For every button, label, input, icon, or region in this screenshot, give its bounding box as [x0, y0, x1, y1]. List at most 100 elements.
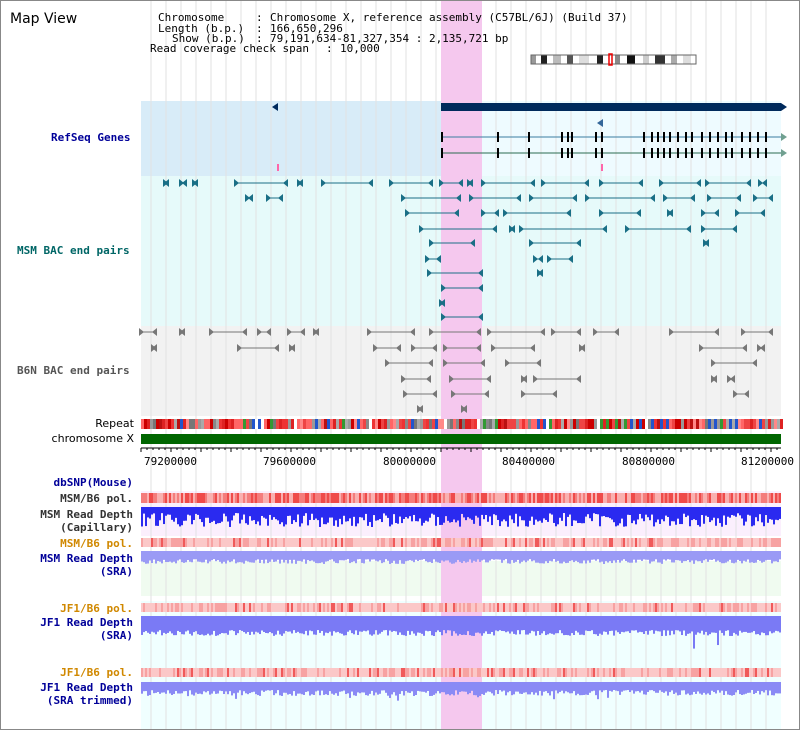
jf1-b6-polymorphism [305, 603, 307, 612]
msm-read-depth-capillary [315, 507, 317, 519]
track-label-refseq-genes[interactable]: RefSeq Genes [51, 131, 131, 144]
msm-read-depth-capillary [221, 507, 223, 522]
track-label-msm-bac[interactable]: MSM BAC end pairs [17, 244, 130, 257]
msm-read-depth-capillary [401, 507, 403, 524]
msm-b6-polymorphism [477, 493, 479, 503]
jf1-b6-polymorphism [303, 603, 305, 612]
msm-b6-polymorphism [701, 493, 703, 503]
msm-read-depth-sra [367, 551, 369, 560]
msm-b6-polymorphism [281, 493, 283, 503]
track-label-jf1-b6-pol[interactable]: JF1/B6 pol. [60, 602, 133, 615]
msm-read-depth-capillary [603, 507, 605, 517]
track-label-repeat[interactable]: Repeat [95, 417, 134, 430]
msm-read-depth-sra [565, 551, 567, 564]
msm-read-depth-sra [467, 551, 469, 562]
repeat-segment [411, 419, 414, 429]
repeat-segment [219, 419, 222, 429]
bac-end-marker [732, 225, 737, 233]
bac-end-marker [283, 179, 288, 187]
jf1-b6-polymorphism-trimmed [411, 668, 413, 677]
track-label-jf1-b6-pol-2[interactable]: JF1/B6 pol. [60, 666, 133, 679]
msm-read-depth-sra [265, 551, 267, 560]
msm-b6-polymorphism-sra [287, 538, 289, 547]
jf1-b6-polymorphism [265, 603, 267, 612]
track-label-dbsnp[interactable]: dbSNP(Mouse) [53, 476, 133, 489]
msm-read-depth-sra [261, 551, 263, 560]
jf1-read-depth-sra [407, 616, 409, 631]
msm-b6-polymorphism [381, 493, 383, 503]
msm-b6-polymorphism [713, 493, 715, 503]
repeat-segment [471, 419, 474, 429]
msm-read-depth-sra [447, 551, 449, 561]
jf1-read-depth-trimmed [761, 682, 763, 692]
track-label-chromosome[interactable]: chromosome X [51, 432, 134, 445]
msm-b6-polymorphism-sra [751, 538, 753, 547]
track-label-msm-depth-sra[interactable]: MSM Read Depth [40, 552, 133, 565]
jf1-read-depth-sra [353, 616, 355, 635]
jf1-read-depth-sra [529, 616, 531, 634]
jf1-read-depth-trimmed [253, 682, 255, 692]
msm-b6-polymorphism [659, 493, 661, 503]
msm-b6-polymorphism [757, 493, 759, 503]
jf1-read-depth-trimmed [715, 682, 717, 694]
repeat-segment [204, 419, 207, 429]
bac-end-marker [744, 390, 749, 398]
jf1-read-depth-trimmed [489, 682, 491, 692]
jf1-read-depth-trimmed [437, 682, 439, 692]
msm-b6-polymorphism-sra [745, 538, 747, 547]
msm-b6-polymorphism-sra [609, 538, 611, 547]
jf1-b6-polymorphism [665, 603, 667, 612]
msm-b6-polymorphism [235, 493, 237, 503]
msm-b6-polymorphism-sra [549, 538, 551, 547]
track-label-b6n-bac[interactable]: B6N BAC end pairs [17, 364, 130, 377]
jf1-read-depth-trimmed [239, 682, 241, 691]
track-label-jf1-depth-sra[interactable]: JF1 Read Depth [40, 616, 133, 629]
length-label: Length (b.p.) [158, 22, 245, 35]
msm-b6-polymorphism [225, 493, 227, 503]
jf1-b6-polymorphism-trimmed [617, 668, 619, 677]
jf1-read-depth-sra [279, 616, 281, 635]
refseq-exon [595, 132, 597, 142]
msm-read-depth-capillary [465, 507, 467, 521]
repeat-segment [444, 419, 447, 429]
jf1-read-depth-trimmed [209, 682, 211, 695]
msm-b6-polymorphism-sra [599, 538, 601, 547]
msm-b6-polymorphism-sra [171, 538, 173, 547]
jf1-read-depth-sra [371, 616, 373, 636]
jf1-b6-polymorphism [173, 603, 175, 612]
msm-b6-polymorphism [591, 493, 593, 503]
repeat-segment [687, 419, 690, 429]
msm-read-depth-sra [167, 551, 169, 563]
msm-b6-polymorphism-sra [473, 538, 475, 547]
msm-b6-polymorphism [631, 493, 633, 503]
msm-read-depth-capillary [579, 507, 581, 523]
jf1-b6-polymorphism-trimmed [499, 668, 501, 677]
msm-read-depth-sra [483, 551, 485, 560]
jf1-b6-polymorphism [215, 603, 217, 612]
msm-b6-polymorphism-sra [413, 538, 415, 547]
refseq-exon [709, 132, 711, 142]
refseq-exon [685, 132, 687, 142]
jf1-read-depth-trimmed [697, 682, 699, 692]
msm-b6-polymorphism [563, 493, 565, 503]
jf1-read-depth-trimmed [173, 682, 175, 694]
jf1-read-depth-trimmed [413, 682, 415, 696]
jf1-b6-polymorphism-trimmed [483, 668, 485, 677]
jf1-b6-polymorphism [703, 603, 705, 612]
bac-end-marker [533, 255, 538, 263]
msm-read-depth-sra [407, 551, 409, 561]
track-label-msm-b6-pol-2[interactable]: MSM/B6 pol. [60, 537, 133, 550]
jf1-read-depth-sra [237, 616, 239, 634]
msm-b6-polymorphism [607, 493, 609, 503]
track-label-msm-b6-pol[interactable]: MSM/B6 pol. [60, 492, 133, 505]
msm-read-depth-sra [773, 551, 775, 562]
track-label-jf1-depth-trimmed[interactable]: JF1 Read Depth [40, 681, 133, 694]
msm-read-depth-capillary [713, 507, 715, 518]
jf1-read-depth-sra [737, 616, 739, 636]
jf1-b6-polymorphism-trimmed [319, 668, 321, 677]
msm-b6-polymorphism-sra [173, 538, 175, 547]
jf1-b6-polymorphism-trimmed [359, 668, 361, 677]
track-label-msm-depth-capillary[interactable]: MSM Read Depth [40, 508, 133, 521]
jf1-b6-polymorphism [753, 603, 755, 612]
msm-b6-polymorphism-sra [237, 538, 239, 547]
